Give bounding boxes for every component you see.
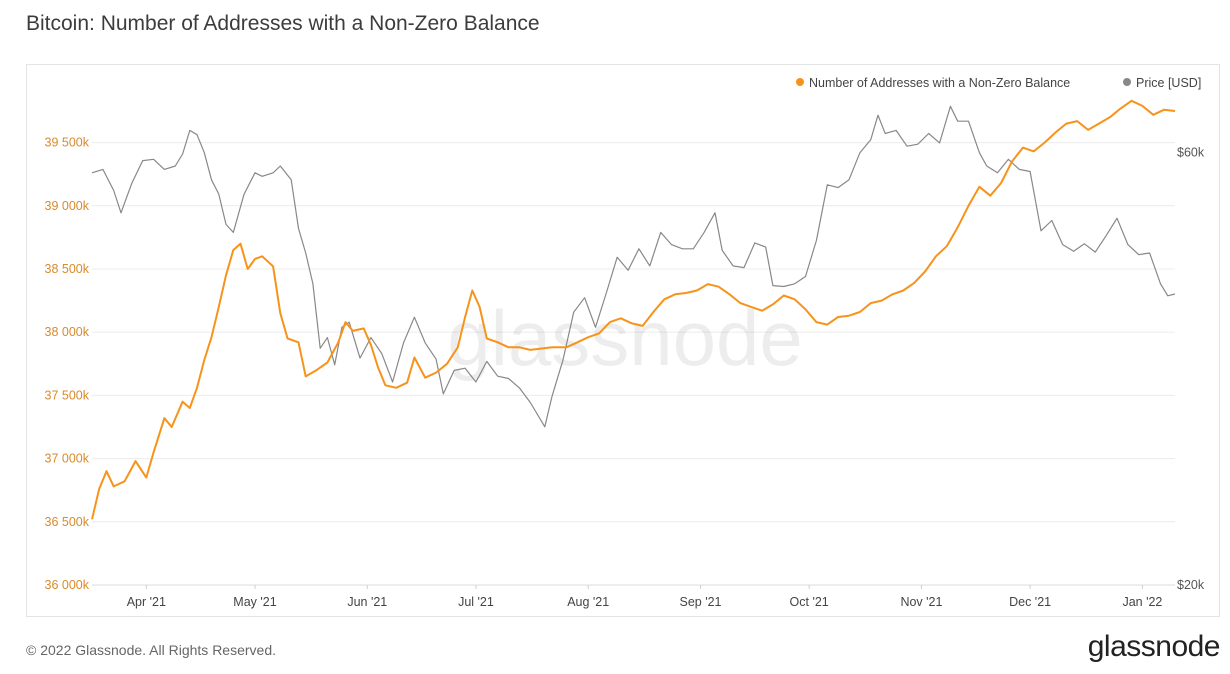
- y-left-tick-label: 38 500k: [45, 262, 90, 276]
- y-left-tick-label: 36 500k: [45, 515, 90, 529]
- y-right-tick-label: $60k: [1177, 146, 1205, 160]
- y-left-tick-label: 37 500k: [45, 388, 90, 402]
- price-series-line: [91, 105, 1176, 428]
- x-tick-label: Apr '21: [127, 595, 166, 609]
- x-tick-label: Dec '21: [1009, 595, 1051, 609]
- x-tick-label: Jul '21: [458, 595, 494, 609]
- legend-marker: [1123, 78, 1131, 86]
- legend-marker: [796, 78, 804, 86]
- y-left-tick-label: 36 000k: [45, 578, 90, 592]
- x-tick-label: Jan '22: [1122, 595, 1162, 609]
- x-tick-label: Oct '21: [790, 595, 829, 609]
- y-left-tick-label: 37 000k: [45, 452, 90, 466]
- legend-label: Price [USD]: [1136, 76, 1201, 90]
- x-tick-label: Nov '21: [900, 595, 942, 609]
- addresses-series-line: [91, 99, 1176, 520]
- legend-label: Number of Addresses with a Non-Zero Bala…: [809, 76, 1070, 90]
- x-tick-label: May '21: [233, 595, 276, 609]
- x-tick-label: Sep '21: [680, 595, 722, 609]
- copyright-text: © 2022 Glassnode. All Rights Reserved.: [26, 642, 277, 658]
- watermark: glassnode: [447, 294, 803, 382]
- chart-title: Bitcoin: Number of Addresses with a Non-…: [26, 12, 540, 35]
- y-right-tick-label: $20k: [1177, 578, 1205, 592]
- y-left-tick-label: 39 500k: [45, 136, 90, 150]
- y-left-tick-label: 38 000k: [45, 325, 90, 339]
- chart-panel: [26, 64, 1220, 617]
- x-tick-label: Aug '21: [567, 595, 609, 609]
- x-tick-label: Jun '21: [347, 595, 387, 609]
- y-left-tick-label: 39 000k: [45, 199, 90, 213]
- glassnode-logo[interactable]: glassnode: [1087, 630, 1221, 663]
